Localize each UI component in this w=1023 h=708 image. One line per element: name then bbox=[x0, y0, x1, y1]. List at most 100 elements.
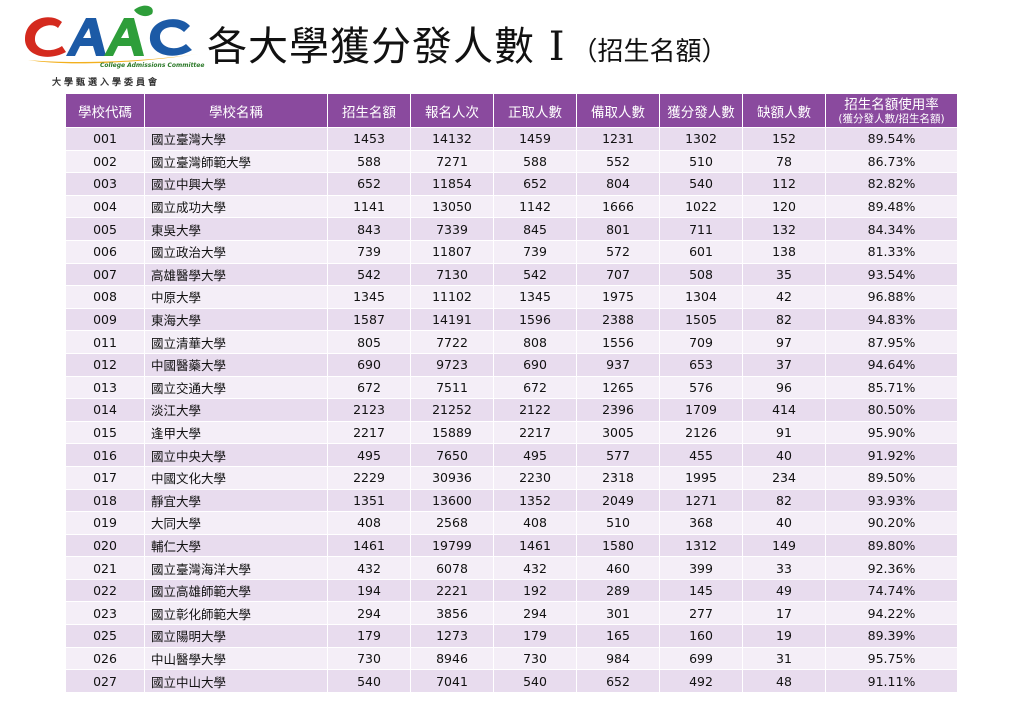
assigned-cell: 653 bbox=[659, 352, 743, 377]
applicants-cell: 11854 bbox=[410, 172, 494, 196]
waitlist-cell: 1666 bbox=[576, 194, 660, 219]
header-admitted: 正取人數 bbox=[493, 93, 577, 128]
school-code-cell: 022 bbox=[65, 578, 145, 603]
quota-cell: 1351 bbox=[327, 488, 411, 513]
table-row: 023 國立彰化師範大學 294 3856 294 301 277 17 94.22% bbox=[65, 601, 958, 626]
quota-cell: 739 bbox=[327, 239, 411, 264]
school-name-cell: 中國醫藥大學 bbox=[144, 352, 328, 377]
applicants-cell: 7339 bbox=[410, 217, 494, 241]
waitlist-cell: 165 bbox=[576, 624, 660, 648]
assigned-cell: 1271 bbox=[659, 488, 743, 513]
vacancy-cell: 82 bbox=[742, 488, 826, 513]
school-code-cell: 008 bbox=[65, 285, 145, 309]
usage-rate-cell: 89.50% bbox=[825, 465, 958, 490]
usage-rate-cell: 94.22% bbox=[825, 601, 958, 626]
admitted-cell: 408 bbox=[493, 511, 577, 535]
waitlist-cell: 2049 bbox=[576, 488, 660, 513]
school-name-cell: 國立臺灣海洋大學 bbox=[144, 556, 328, 580]
school-name-cell: 大同大學 bbox=[144, 511, 328, 535]
school-code-cell: 009 bbox=[65, 307, 145, 332]
admitted-cell: 672 bbox=[493, 375, 577, 400]
applicants-cell: 30936 bbox=[410, 465, 494, 490]
quota-cell: 1141 bbox=[327, 194, 411, 219]
quota-cell: 2123 bbox=[327, 398, 411, 422]
usage-rate-cell: 96.88% bbox=[825, 285, 958, 309]
assigned-cell: 1995 bbox=[659, 465, 743, 490]
quota-cell: 672 bbox=[327, 375, 411, 400]
assigned-cell: 1505 bbox=[659, 307, 743, 332]
admitted-cell: 1345 bbox=[493, 285, 577, 309]
waitlist-cell: 1556 bbox=[576, 330, 660, 354]
assigned-cell: 601 bbox=[659, 239, 743, 264]
school-code-cell: 012 bbox=[65, 352, 145, 377]
vacancy-cell: 40 bbox=[742, 511, 826, 535]
vacancy-cell: 152 bbox=[742, 127, 826, 151]
admitted-cell: 1352 bbox=[493, 488, 577, 513]
header-waitlist: 備取人數 bbox=[576, 93, 660, 128]
vacancy-cell: 48 bbox=[742, 669, 826, 693]
usage-rate-cell: 89.39% bbox=[825, 624, 958, 648]
header-usage-sub: (獲分發人數/招生名額) bbox=[838, 112, 945, 125]
school-name-cell: 國立臺灣師範大學 bbox=[144, 149, 328, 174]
vacancy-cell: 33 bbox=[742, 556, 826, 580]
assigned-cell: 1022 bbox=[659, 194, 743, 219]
school-code-cell: 025 bbox=[65, 624, 145, 648]
admitted-cell: 1596 bbox=[493, 307, 577, 332]
table-row: 003 國立中興大學 652 11854 652 804 540 112 82.82% bbox=[65, 172, 958, 196]
admitted-cell: 808 bbox=[493, 330, 577, 354]
header-vacancy: 缺額人數 bbox=[742, 93, 826, 128]
table-row: 001 國立臺灣大學 1453 14132 1459 1231 1302 152 89.54% bbox=[65, 127, 958, 151]
quota-cell: 294 bbox=[327, 601, 411, 626]
school-code-cell: 020 bbox=[65, 533, 145, 558]
usage-rate-cell: 92.36% bbox=[825, 556, 958, 580]
quota-cell: 843 bbox=[327, 217, 411, 241]
waitlist-cell: 937 bbox=[576, 352, 660, 377]
quota-cell: 1587 bbox=[327, 307, 411, 332]
logo-subtitle-zh: 大學甄選入學委員會 bbox=[52, 78, 161, 88]
school-code-cell: 001 bbox=[65, 127, 145, 151]
applicants-cell: 7722 bbox=[410, 330, 494, 354]
admitted-cell: 1142 bbox=[493, 194, 577, 219]
waitlist-cell: 1975 bbox=[576, 285, 660, 309]
caac-logo-graphic bbox=[24, 5, 198, 64]
school-name-cell: 中原大學 bbox=[144, 285, 328, 309]
table-row: 008 中原大學 1345 11102 1345 1975 1304 42 96.88% bbox=[65, 285, 958, 309]
applicants-cell: 11102 bbox=[410, 285, 494, 309]
assigned-cell: 1304 bbox=[659, 285, 743, 309]
usage-rate-cell: 85.71% bbox=[825, 375, 958, 400]
waitlist-cell: 301 bbox=[576, 601, 660, 626]
quota-cell: 1345 bbox=[327, 285, 411, 309]
table-row: 015 逢甲大學 2217 15889 2217 3005 2126 91 95.90% bbox=[65, 420, 958, 445]
waitlist-cell: 984 bbox=[576, 646, 660, 671]
table-body: 001 國立臺灣大學 1453 14132 1459 1231 1302 152 89.54% 0… bbox=[65, 127, 958, 693]
quota-cell: 690 bbox=[327, 352, 411, 377]
quota-cell: 542 bbox=[327, 262, 411, 287]
quota-cell: 805 bbox=[327, 330, 411, 354]
header-assigned: 獲分發人數 bbox=[659, 93, 743, 128]
waitlist-cell: 801 bbox=[576, 217, 660, 241]
school-name-cell: 國立清華大學 bbox=[144, 330, 328, 354]
school-code-cell: 019 bbox=[65, 511, 145, 535]
header-applicants: 報名人次 bbox=[410, 93, 494, 128]
applicants-cell: 7511 bbox=[410, 375, 494, 400]
waitlist-cell: 652 bbox=[576, 669, 660, 693]
assigned-cell: 455 bbox=[659, 443, 743, 467]
applicants-cell: 11807 bbox=[410, 239, 494, 264]
table-row: 026 中山醫學大學 730 8946 730 984 699 31 95.75% bbox=[65, 646, 958, 671]
applicants-cell: 8946 bbox=[410, 646, 494, 671]
admitted-cell: 690 bbox=[493, 352, 577, 377]
vacancy-cell: 234 bbox=[742, 465, 826, 490]
school-code-cell: 004 bbox=[65, 194, 145, 219]
applicants-cell: 1273 bbox=[410, 624, 494, 648]
quota-cell: 652 bbox=[327, 172, 411, 196]
table-row: 025 國立陽明大學 179 1273 179 165 160 19 89.39% bbox=[65, 624, 958, 648]
applicants-cell: 19799 bbox=[410, 533, 494, 558]
waitlist-cell: 2318 bbox=[576, 465, 660, 490]
admitted-cell: 2230 bbox=[493, 465, 577, 490]
assigned-cell: 711 bbox=[659, 217, 743, 241]
usage-rate-cell: 93.93% bbox=[825, 488, 958, 513]
admitted-cell: 294 bbox=[493, 601, 577, 626]
table-row: 009 東海大學 1587 14191 1596 2388 1505 82 94.83% bbox=[65, 307, 958, 332]
logo-subtitle-en: College Admissions Committee bbox=[100, 62, 205, 69]
caac-logo: College Admissions Committee 大學甄選入學委員會 bbox=[22, 4, 204, 88]
